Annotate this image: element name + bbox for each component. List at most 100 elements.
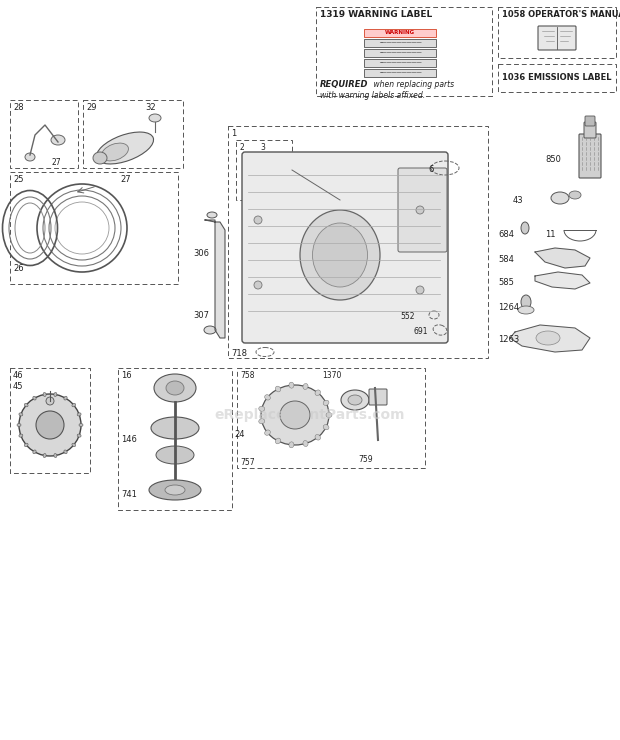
Text: 25: 25 [13, 175, 24, 184]
Ellipse shape [253, 161, 275, 189]
Text: 26: 26 [13, 264, 24, 273]
Ellipse shape [46, 397, 54, 405]
Text: 6: 6 [428, 165, 433, 174]
Ellipse shape [72, 403, 76, 407]
Ellipse shape [204, 326, 216, 334]
Ellipse shape [156, 446, 194, 464]
Ellipse shape [43, 454, 46, 457]
Bar [316, 7, 492, 96]
Text: 45: 45 [13, 382, 24, 391]
Ellipse shape [149, 480, 201, 500]
Ellipse shape [54, 454, 57, 457]
Text: with warning labels affixed.: with warning labels affixed. [320, 91, 425, 100]
Bar [10, 368, 90, 473]
Text: 29: 29 [86, 103, 97, 112]
Ellipse shape [303, 383, 308, 389]
FancyBboxPatch shape [242, 152, 448, 343]
Text: 1263: 1263 [498, 335, 520, 344]
Ellipse shape [323, 400, 329, 406]
Text: ─────────────────: ───────────────── [379, 61, 421, 65]
Text: 585: 585 [498, 278, 514, 287]
Ellipse shape [518, 306, 534, 314]
Text: eReplacementParts.com: eReplacementParts.com [215, 408, 405, 422]
Ellipse shape [17, 423, 21, 426]
Bar [228, 126, 488, 358]
Ellipse shape [19, 394, 81, 456]
Ellipse shape [312, 223, 368, 287]
Ellipse shape [275, 438, 281, 444]
Ellipse shape [315, 390, 321, 395]
Text: 1370: 1370 [322, 371, 342, 380]
Polygon shape [510, 325, 590, 352]
Ellipse shape [77, 413, 81, 416]
Ellipse shape [64, 396, 67, 400]
Text: 757: 757 [240, 458, 255, 467]
Ellipse shape [323, 425, 329, 430]
Text: 684: 684 [498, 230, 514, 239]
Bar [364, 49, 436, 57]
FancyBboxPatch shape [398, 168, 447, 252]
Text: 28: 28 [13, 103, 24, 112]
Ellipse shape [303, 440, 308, 446]
Text: ─────────────────: ───────────────── [379, 51, 421, 55]
Ellipse shape [33, 450, 36, 454]
Text: 27: 27 [120, 175, 131, 184]
Ellipse shape [569, 191, 581, 199]
Text: ─────────────────: ───────────────── [379, 71, 421, 75]
Bar [364, 29, 436, 37]
Ellipse shape [275, 386, 281, 392]
Text: 307: 307 [193, 311, 209, 320]
Text: 11: 11 [545, 230, 556, 239]
Text: 16: 16 [121, 371, 131, 380]
Text: 718: 718 [231, 349, 247, 358]
Ellipse shape [97, 132, 154, 164]
Text: 584: 584 [498, 255, 514, 264]
Ellipse shape [33, 396, 36, 400]
Text: REQUIRED: REQUIRED [320, 80, 368, 89]
Text: 2: 2 [239, 143, 244, 152]
FancyBboxPatch shape [369, 389, 387, 405]
Ellipse shape [259, 419, 265, 424]
Ellipse shape [102, 143, 128, 161]
Ellipse shape [326, 412, 332, 417]
Text: 43: 43 [513, 196, 524, 205]
Ellipse shape [536, 331, 560, 345]
Ellipse shape [79, 423, 83, 426]
Text: 27: 27 [52, 158, 61, 167]
FancyBboxPatch shape [538, 26, 576, 50]
Bar [498, 7, 616, 58]
Bar [364, 69, 436, 77]
FancyBboxPatch shape [584, 122, 596, 138]
Ellipse shape [19, 413, 23, 416]
Ellipse shape [151, 417, 199, 439]
Text: 758: 758 [240, 371, 254, 380]
Text: 1264: 1264 [498, 303, 519, 312]
Ellipse shape [521, 295, 531, 309]
Text: 1036 EMISSIONS LABEL: 1036 EMISSIONS LABEL [502, 73, 612, 82]
Text: 46: 46 [13, 371, 24, 380]
Polygon shape [535, 272, 590, 289]
Ellipse shape [165, 485, 185, 495]
Bar [364, 39, 436, 47]
Ellipse shape [19, 434, 23, 437]
Ellipse shape [289, 382, 294, 389]
Text: 1319 WARNING LABEL: 1319 WARNING LABEL [320, 10, 432, 19]
Bar [237, 368, 425, 468]
Ellipse shape [348, 395, 362, 405]
Ellipse shape [149, 114, 161, 122]
Ellipse shape [36, 411, 64, 439]
Bar [118, 368, 232, 510]
Bar [364, 59, 436, 67]
Text: 691: 691 [414, 327, 428, 336]
Ellipse shape [341, 390, 369, 410]
Ellipse shape [51, 135, 65, 145]
Ellipse shape [154, 374, 196, 402]
Ellipse shape [64, 450, 67, 454]
Ellipse shape [24, 403, 28, 407]
Ellipse shape [315, 434, 321, 440]
Ellipse shape [416, 286, 424, 294]
Ellipse shape [257, 166, 271, 184]
Ellipse shape [166, 381, 184, 395]
Bar [10, 100, 78, 168]
Text: 32: 32 [145, 103, 156, 112]
